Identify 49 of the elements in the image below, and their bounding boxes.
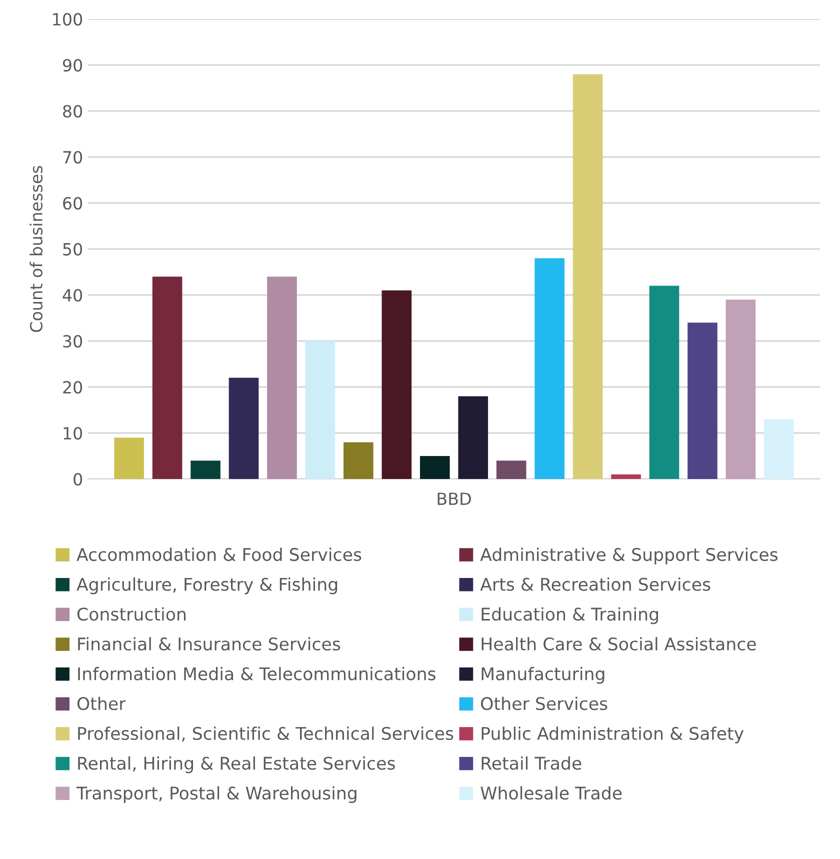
y-tick-label: 40 — [62, 288, 82, 302]
bar — [496, 460, 526, 479]
y-tick-label: 90 — [62, 58, 82, 72]
legend-label: Transport, Postal & Warehousing — [76, 786, 356, 804]
bar — [305, 341, 336, 479]
bar — [572, 74, 603, 479]
bar — [114, 438, 144, 479]
bar — [764, 419, 794, 479]
y-tick-label: 80 — [63, 104, 82, 118]
legend-label: Wholesale Trade — [480, 786, 622, 800]
y-tick-label: 100 — [53, 12, 82, 26]
bar — [382, 290, 412, 479]
legend-label: Professional, Scientific & Technical Services — [78, 726, 454, 742]
bar — [152, 276, 182, 479]
bar — [190, 460, 220, 479]
legend-label: Other — [77, 696, 126, 710]
legend-label: Public Administration & Safety — [482, 726, 744, 744]
legend-label: Accommodation & Food Services — [76, 548, 362, 562]
bar — [649, 286, 680, 479]
legend-label: Agriculture, Forestry & Fishing — [76, 577, 338, 594]
y-axis-title: Count of businesses — [30, 166, 43, 332]
bar — [267, 276, 297, 479]
y-tick-label: 60 — [63, 196, 82, 210]
bar — [228, 378, 259, 479]
y-tick-label: 20 — [63, 380, 82, 394]
y-tick-label: 30 — [63, 334, 82, 348]
x-axis-title: BBD — [438, 492, 471, 505]
legend-label: Administrative & Support Services — [480, 548, 778, 564]
bar — [534, 258, 564, 479]
legend-label: Financial & Insurance Services — [78, 637, 340, 651]
y-tick-label: 50 — [63, 242, 82, 256]
legend-label: Construction — [77, 607, 186, 621]
legend-label: Arts & Recreation Services — [480, 577, 710, 591]
bar — [420, 456, 450, 479]
y-tick-label: 10 — [64, 426, 82, 440]
bar — [726, 300, 756, 479]
legend-label: Manufacturing — [482, 666, 604, 684]
bar — [458, 396, 488, 479]
legend-label: Rental, Hiring & Real Estate Services — [78, 756, 395, 774]
bar — [688, 322, 718, 479]
y-tick-label: 70 — [63, 150, 82, 164]
legend-label: Information Media & Telecommunications — [78, 666, 436, 680]
legend-label: Health Care & Social Assistance — [482, 637, 756, 651]
bar — [344, 442, 374, 479]
legend-label: Other Services — [481, 696, 608, 710]
legend-label: Education & Training — [482, 607, 658, 624]
y-tick-label: 0 — [74, 472, 82, 486]
legend-label: Retail Trade — [482, 756, 582, 770]
bar — [611, 474, 641, 479]
